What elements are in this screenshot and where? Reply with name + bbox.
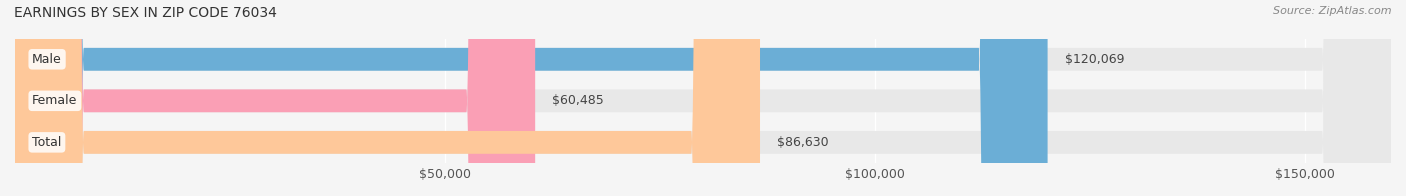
FancyBboxPatch shape <box>15 0 1391 196</box>
Text: $120,069: $120,069 <box>1064 53 1125 66</box>
Text: Total: Total <box>32 136 62 149</box>
Text: Female: Female <box>32 94 77 107</box>
Text: $86,630: $86,630 <box>778 136 830 149</box>
FancyBboxPatch shape <box>15 0 1391 196</box>
Text: EARNINGS BY SEX IN ZIP CODE 76034: EARNINGS BY SEX IN ZIP CODE 76034 <box>14 6 277 20</box>
FancyBboxPatch shape <box>15 0 536 196</box>
Text: $60,485: $60,485 <box>553 94 605 107</box>
Text: Source: ZipAtlas.com: Source: ZipAtlas.com <box>1274 6 1392 16</box>
Text: Male: Male <box>32 53 62 66</box>
FancyBboxPatch shape <box>15 0 1047 196</box>
FancyBboxPatch shape <box>15 0 761 196</box>
FancyBboxPatch shape <box>15 0 1391 196</box>
